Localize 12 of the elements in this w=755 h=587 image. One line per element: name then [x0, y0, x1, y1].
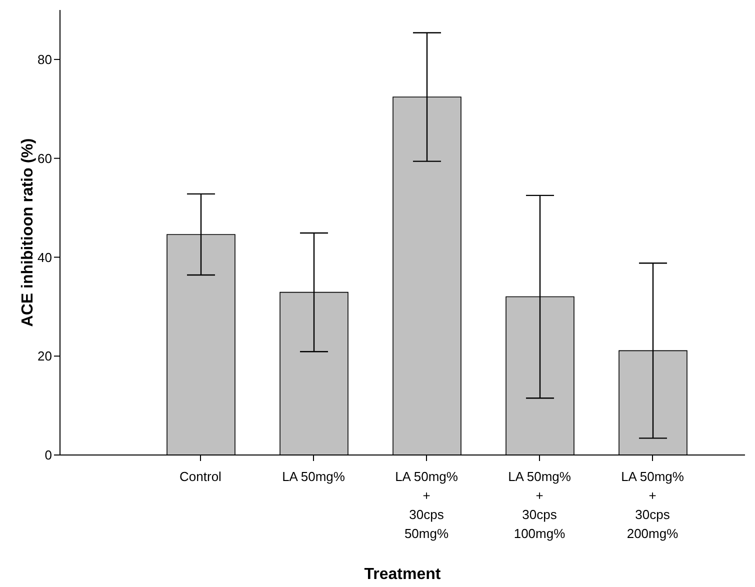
x-tick-label: Control: [180, 469, 222, 484]
x-tick-label: LA 50mg% + 30cps 200mg%: [621, 469, 684, 541]
y-tick-label: 80: [38, 52, 52, 68]
y-axis-title: ACE inhibitioon ratio (%): [20, 138, 36, 327]
x-tick-label: LA 50mg% + 30cps 100mg%: [508, 469, 572, 541]
y-tick-label: 20: [38, 348, 52, 364]
x-axis-title: Treatment: [364, 566, 442, 583]
x-tick-label: LA 50mg% + 30cps 50mg%: [395, 469, 458, 541]
x-tick-label: LA 50mg%: [282, 469, 346, 484]
y-tick-label: 40: [38, 250, 52, 265]
y-tick-label: 60: [38, 150, 52, 166]
y-tick-label: 0: [44, 448, 52, 463]
